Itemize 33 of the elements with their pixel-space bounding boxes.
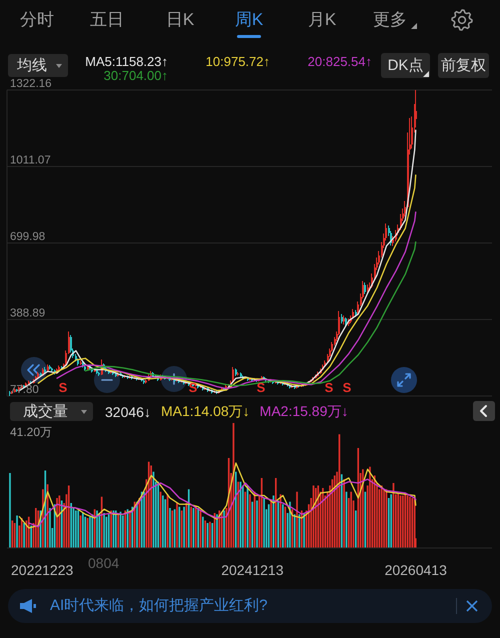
x-tick-label: 20221223 — [11, 562, 74, 578]
text: 30:704.00↑ — [104, 68, 168, 83]
y-tick-label: 1011.07 — [10, 154, 51, 166]
text: MA1:14.08万↓ — [160, 402, 250, 420]
text: 10:975.72↑ — [206, 54, 270, 69]
text: 更多 — [372, 9, 408, 31]
y-tick-label: 1322.16 — [10, 78, 52, 90]
text: 分时 — [19, 9, 55, 31]
notice-banner: AI时代来临，如何把握产业红利? — [8, 589, 492, 623]
text: MA2:15.89万↓ — [260, 402, 348, 420]
text: 日K — [164, 9, 196, 31]
annotation: S — [256, 380, 266, 396]
y-tick-label: 388.89 — [10, 308, 46, 320]
x-tick-label: 20241213 — [221, 562, 284, 578]
legend-title: 成交量 — [22, 402, 69, 421]
text: 周K — [234, 9, 264, 31]
text: MA5:1158.23↑ — [85, 54, 168, 69]
option-button: 前复权 — [438, 53, 489, 78]
text: 0804 — [88, 555, 120, 571]
annotation: S — [342, 380, 352, 396]
text: 五日 — [89, 9, 125, 31]
annotation: 41.20万 — [10, 425, 52, 439]
x-tick-label: 20260413 — [384, 562, 448, 578]
annotation: S — [324, 380, 334, 396]
text: 32046↓ — [105, 404, 151, 420]
dropdown-button: DK点 — [381, 53, 430, 78]
text: 20:825.54↑ — [308, 54, 372, 69]
dropdown-button: 成交量 — [10, 402, 93, 421]
y-tick-label: 699.98 — [10, 231, 46, 243]
legend-title: 均线 — [16, 56, 48, 76]
annotation: S — [58, 380, 68, 396]
dropdown-button: 均线 — [8, 54, 68, 77]
text: 月K — [306, 9, 338, 31]
